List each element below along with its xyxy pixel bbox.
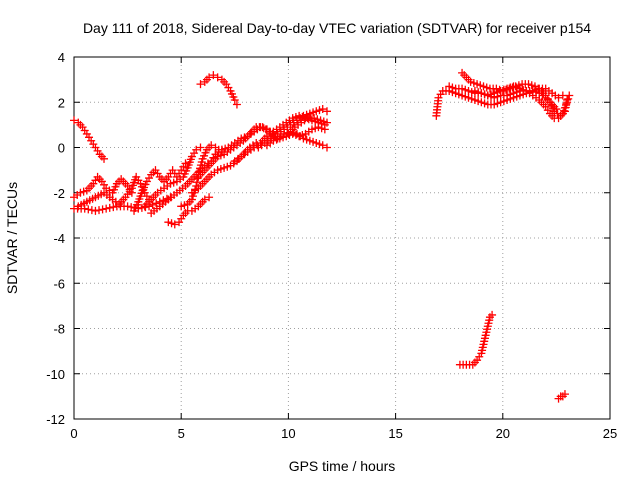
data-point [70,116,78,125]
data-point [230,95,239,104]
axis-ticks: 0 5 10 15 20 25 -12 -10 -8 -6 -4 -2 0 2 4 [46,50,617,441]
data-point [232,100,241,109]
data-point [565,91,574,100]
y-tick-label-3: -6 [53,276,65,291]
series-arc-22 [470,86,574,123]
data-point [109,203,118,212]
data-point [187,195,196,204]
data-point [322,107,331,116]
series-arc-18 [196,71,241,109]
data-point [318,141,327,150]
y-axis-label: SDTVAR / TECUs [4,182,20,294]
x-tick-label-0: 0 [70,426,77,441]
data-point [196,143,205,152]
y-tick-label-5: -2 [53,186,65,201]
x-tick-label-2: 10 [281,426,295,441]
data-point [213,73,222,82]
data-point [170,220,179,229]
data-point [209,71,218,80]
data-point [159,196,168,205]
data-point [196,80,205,89]
data-point [192,178,201,187]
data-point [200,195,209,204]
series-arc-6 [140,143,205,211]
data-point [322,118,331,127]
y-tick-label-2: -8 [53,322,65,337]
series-arc-5 [130,159,190,215]
data-point [560,390,569,399]
data-point [205,73,214,82]
data-point [554,93,563,102]
series-group [70,68,574,403]
data-point [102,204,111,213]
data-point [95,206,104,215]
y-tick-label-7: 2 [58,95,65,110]
y-tick-label-8: 4 [58,50,65,65]
data-point [84,205,93,214]
y-tick-label-6: 0 [58,141,65,156]
chart-title: Day 111 of 2018, Sidereal Day-to-day VTE… [83,20,591,36]
data-point [80,204,89,213]
data-point [123,202,132,211]
series-arc-1 [70,116,109,163]
series-arc-4 [74,172,154,211]
x-tick-label-5: 25 [603,426,617,441]
x-tick-label-3: 15 [388,426,402,441]
data-point [188,192,197,201]
data-point [87,206,96,215]
data-point [91,206,100,215]
series-arc-3 [70,172,136,202]
data-point [100,154,109,163]
x-tick-label-4: 20 [496,426,510,441]
series-arc-17 [284,114,331,138]
series-arc-24 [554,390,569,403]
data-point [322,143,331,152]
grid [74,57,610,419]
series-arc-8 [164,193,214,229]
y-tick-label-4: -4 [53,231,65,246]
data-point [318,105,327,114]
x-tick-label-1: 5 [178,426,185,441]
data-point [205,193,214,202]
x-axis-label: GPS time / hours [289,458,396,474]
y-tick-label-1: -10 [46,367,65,382]
series-arc-12 [211,123,278,159]
data-point [563,98,572,107]
series-arc-23 [455,310,497,369]
data-point [207,141,216,150]
data-point [564,94,573,103]
y-tick-label-0: -12 [46,412,65,427]
data-point [320,125,329,134]
data-point [105,203,114,212]
data-point [192,145,201,154]
data-point [488,310,497,319]
data-point [98,205,107,214]
